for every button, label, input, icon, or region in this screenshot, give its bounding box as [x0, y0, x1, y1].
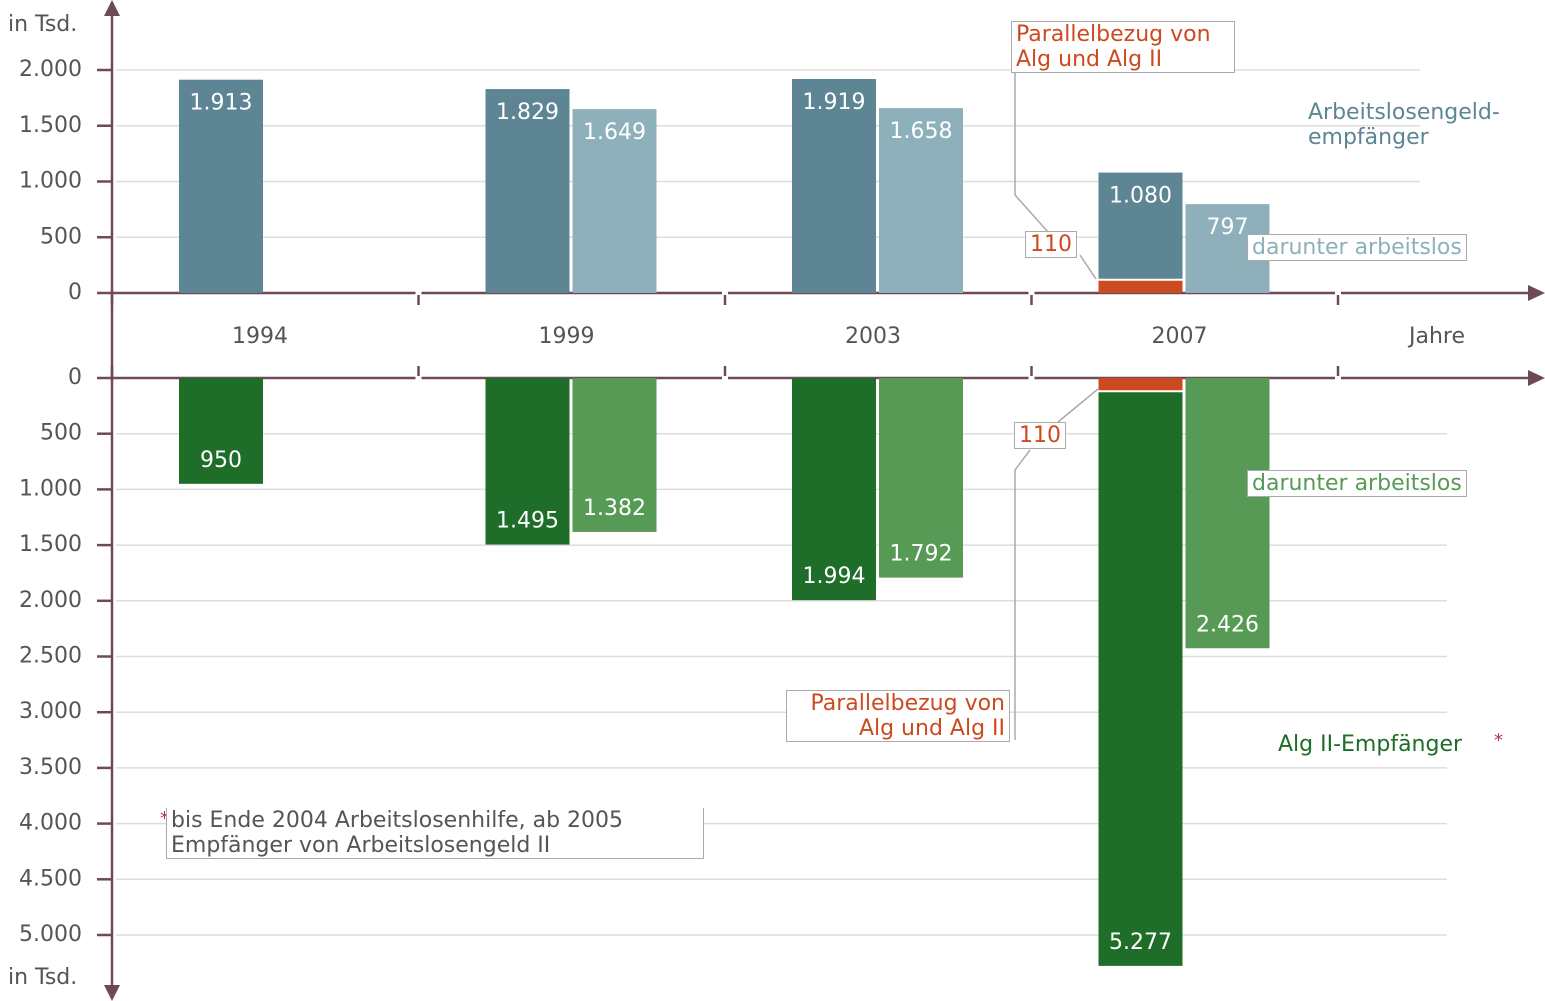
bar [485, 378, 570, 545]
value-label: 950 [200, 448, 242, 473]
bar [1185, 378, 1270, 649]
x-axis-label: Jahre [1407, 324, 1465, 349]
y-axis-label: in Tsd. [8, 12, 77, 37]
footnote-marker: * [1494, 730, 1503, 751]
x-tick-label: 1994 [232, 324, 288, 349]
value-label: 1.994 [803, 564, 866, 589]
bar [879, 108, 963, 294]
y-axis-label: in Tsd. [8, 965, 77, 990]
x-tick-label: 2007 [1152, 324, 1208, 349]
x-tick-label: 1999 [539, 324, 595, 349]
connector [1014, 449, 1031, 740]
connector [1014, 60, 1049, 233]
axis-arrow [1528, 285, 1545, 301]
value-label: 1.792 [890, 542, 953, 567]
y-tick-label: 4.000 [19, 811, 82, 836]
bar [572, 378, 657, 532]
y-tick-label: 4.500 [19, 866, 82, 891]
value-label: 1.913 [190, 91, 253, 116]
y-tick-label: 2.500 [19, 644, 82, 669]
y-tick-label: 1.000 [19, 476, 82, 501]
bar [1098, 392, 1183, 966]
y-tick-label: 1.000 [19, 169, 82, 194]
y-tick-label: 3.000 [19, 699, 82, 724]
y-tick-label: 0 [68, 365, 82, 390]
legend-label: Arbeitslosengeld-empfänger [1308, 100, 1500, 150]
y-tick-label: 0 [68, 280, 82, 305]
bar [485, 89, 570, 293]
bar [1098, 172, 1183, 279]
bar [572, 109, 657, 293]
value-label: 2.426 [1196, 612, 1259, 637]
value-label: 1.382 [583, 496, 646, 521]
value-label: 797 [1207, 215, 1249, 240]
y-tick-label: 1.500 [19, 532, 82, 557]
bar [792, 79, 876, 294]
y-tick-label: 2.000 [19, 588, 82, 613]
y-tick-label: 500 [40, 421, 82, 446]
annotation: Parallelbezug von Alg und Alg II [1011, 21, 1235, 73]
bar [179, 79, 263, 293]
value-label: 1.495 [496, 509, 559, 534]
value-label: 110 [1014, 422, 1066, 449]
annotation: Parallelbezug von Alg und Alg II [786, 690, 1010, 742]
value-label: 1.649 [583, 120, 646, 145]
y-tick-label: 5.000 [19, 922, 82, 947]
axis-arrow [104, 0, 120, 16]
bar-segment [1098, 378, 1183, 391]
axis-arrow [1528, 370, 1545, 386]
connector [1079, 254, 1097, 280]
footnote: bis Ende 2004 Arbeitslosenhilfe, ab 2005… [166, 808, 704, 859]
value-label: 5.277 [1109, 930, 1172, 955]
legend-label: Alg II-Empfänger [1278, 732, 1463, 757]
bar [792, 378, 876, 601]
value-label: 1.080 [1109, 184, 1172, 209]
value-label: 1.919 [803, 90, 866, 115]
x-tick-label: 2003 [845, 324, 901, 349]
y-tick-label: 1.500 [19, 113, 82, 138]
bar [879, 378, 963, 578]
value-label: 1.658 [890, 119, 953, 144]
bar [179, 378, 263, 484]
y-tick-label: 500 [40, 224, 82, 249]
value-label: 1.829 [496, 100, 559, 125]
y-tick-label: 3.500 [19, 755, 82, 780]
axis-arrow [104, 985, 120, 1001]
bar-segment [1098, 280, 1183, 293]
legend-label: darunter arbeitslos [1247, 234, 1467, 261]
y-tick-label: 2.000 [19, 57, 82, 82]
value-label: 110 [1025, 231, 1077, 258]
footnote-marker: * [160, 808, 169, 829]
connector [1057, 388, 1099, 423]
legend-label: darunter arbeitslos [1247, 470, 1467, 497]
